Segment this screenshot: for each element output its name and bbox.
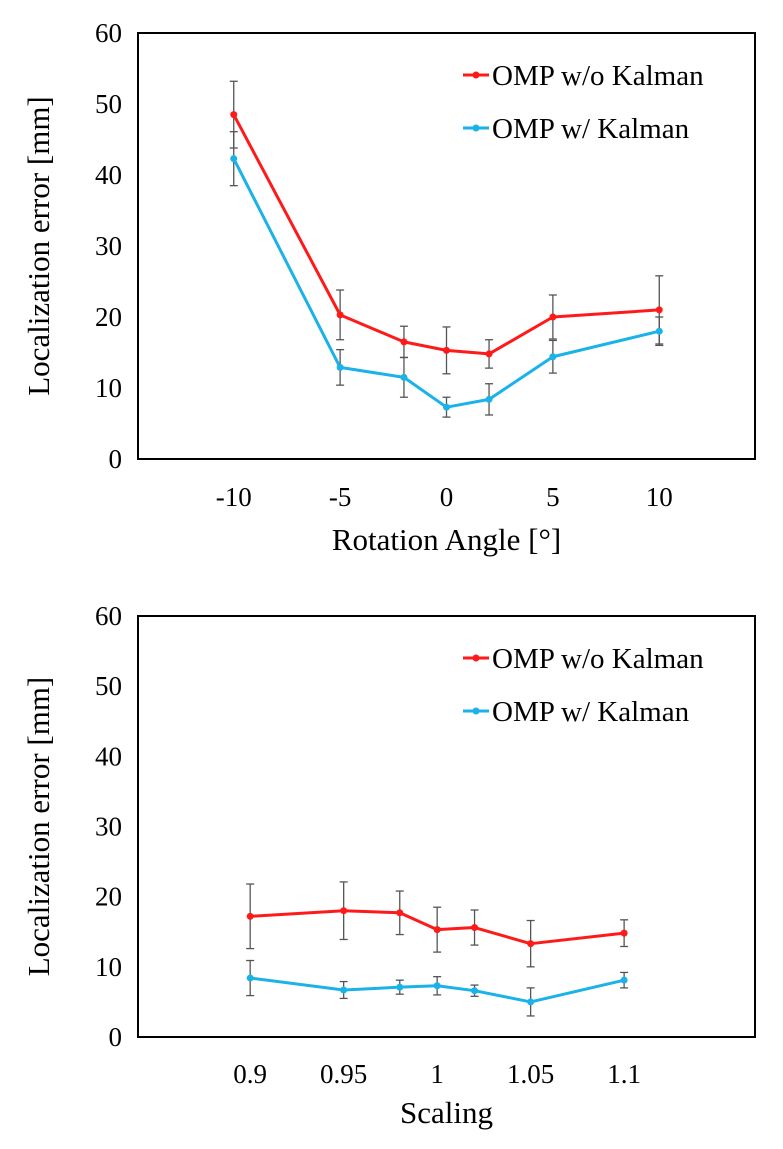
data-point bbox=[400, 373, 408, 381]
legend-label: OMP w/ Kalman bbox=[492, 113, 690, 145]
data-point bbox=[433, 982, 441, 990]
data-point bbox=[485, 350, 493, 358]
y-tick-label: 30 bbox=[95, 231, 122, 261]
data-point bbox=[620, 976, 628, 984]
data-point bbox=[443, 403, 450, 411]
data-point bbox=[471, 987, 479, 995]
data-point bbox=[655, 327, 663, 335]
x-axis-title: Rotation Angle [°] bbox=[332, 522, 561, 557]
data-point bbox=[230, 155, 238, 163]
series-omp-with-kalman bbox=[229, 131, 664, 418]
y-tick-label: 60 bbox=[95, 18, 122, 48]
y-tick-label: 10 bbox=[95, 373, 122, 403]
x-tick-label: 1.1 bbox=[607, 1059, 641, 1089]
legend-item: OMP w/o Kalman bbox=[463, 643, 704, 675]
data-point bbox=[485, 395, 493, 403]
x-tick-label: -5 bbox=[329, 482, 352, 512]
series-omp-with-kalman bbox=[246, 959, 629, 1017]
y-tick-label: 30 bbox=[95, 812, 122, 842]
x-tick-label: 0.95 bbox=[320, 1059, 367, 1089]
y-tick-label: 20 bbox=[95, 302, 122, 332]
series-omp-without-kalman bbox=[246, 881, 629, 968]
series-line bbox=[232, 113, 660, 356]
y-tick-label: 50 bbox=[95, 671, 122, 701]
data-point bbox=[396, 983, 404, 991]
legend-label: OMP w/o Kalman bbox=[492, 60, 704, 92]
data-point bbox=[471, 924, 479, 932]
x-tick-label: 10 bbox=[646, 482, 673, 512]
legend-label: OMP w/o Kalman bbox=[492, 643, 704, 675]
legend-item: OMP w/ Kalman bbox=[463, 696, 690, 728]
x-tick-label: 0 bbox=[440, 482, 454, 512]
data-point bbox=[433, 926, 441, 934]
x-tick-label: 1.05 bbox=[507, 1059, 554, 1089]
y-tick-label: 0 bbox=[109, 444, 123, 474]
y-axis-title: Localization error [mm] bbox=[21, 96, 56, 396]
plot-frame bbox=[137, 615, 756, 1038]
y-tick-label: 20 bbox=[95, 882, 122, 912]
x-tick-label: 1 bbox=[430, 1059, 444, 1089]
data-point bbox=[246, 912, 254, 920]
legend-swatch-marker bbox=[472, 654, 480, 662]
data-point bbox=[246, 974, 254, 982]
data-point bbox=[340, 907, 348, 915]
y-tick-label: 40 bbox=[95, 160, 122, 190]
data-point bbox=[655, 306, 663, 314]
y-axis-title: Localization error [mm] bbox=[21, 677, 56, 977]
data-point bbox=[527, 940, 535, 948]
legend-swatch-marker bbox=[472, 707, 480, 715]
y-tick-label: 10 bbox=[95, 952, 122, 982]
legend-item: OMP w/o Kalman bbox=[463, 60, 704, 92]
x-tick-label: -10 bbox=[216, 482, 252, 512]
data-point bbox=[230, 111, 238, 119]
y-tick-label: 60 bbox=[95, 601, 122, 631]
data-point bbox=[527, 998, 535, 1006]
x-tick-label: 0.9 bbox=[233, 1059, 267, 1089]
data-point bbox=[340, 986, 348, 994]
y-tick-label: 50 bbox=[95, 89, 122, 119]
data-point bbox=[549, 313, 557, 321]
rotation-angle-chart: 0 10 20 30 40 50 60 -10 -5 0 5 10 Rotation Angle [°]… bbox=[21, 18, 756, 557]
data-point bbox=[396, 909, 404, 917]
y-tick-label: 40 bbox=[95, 741, 122, 771]
legend-item: OMP w/ Kalman bbox=[463, 113, 690, 145]
legend-label: OMP w/ Kalman bbox=[492, 696, 690, 728]
x-axis-title: Scaling bbox=[400, 1095, 493, 1130]
plot-frame bbox=[137, 32, 756, 460]
series-omp-without-kalman bbox=[229, 80, 664, 375]
data-point bbox=[400, 338, 408, 346]
data-point bbox=[620, 929, 628, 937]
data-point bbox=[443, 346, 450, 354]
data-point bbox=[336, 311, 344, 319]
legend-swatch-marker bbox=[472, 71, 480, 79]
data-point bbox=[336, 363, 344, 371]
data-point bbox=[549, 353, 557, 361]
y-tick-label: 0 bbox=[109, 1022, 123, 1052]
x-tick-label: 5 bbox=[546, 482, 560, 512]
scaling-chart: 0 10 20 30 40 50 60 0.9 0.95 1 1.05 1.1 Scaling Local… bbox=[21, 601, 756, 1130]
legend-swatch-marker bbox=[472, 124, 480, 132]
